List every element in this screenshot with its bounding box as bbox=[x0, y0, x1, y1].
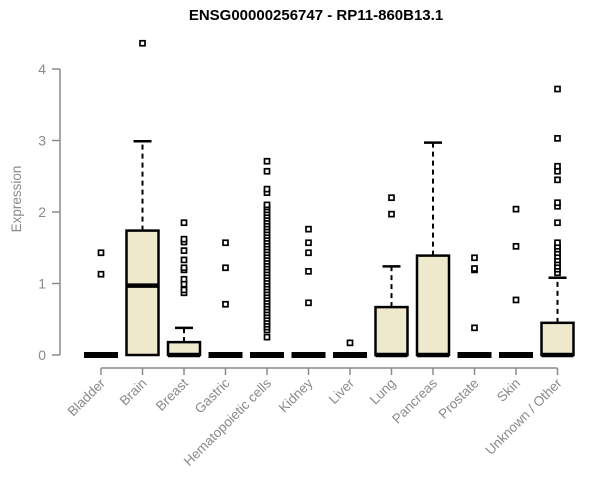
outlier-point-unknown-other bbox=[554, 176, 561, 184]
box-brain bbox=[125, 229, 160, 357]
box-lung bbox=[374, 305, 409, 357]
collapsed-box-hematopoietic-cells bbox=[250, 352, 284, 358]
outlier-point-gastric bbox=[222, 300, 229, 308]
outlier-point-hematopoietic-cells bbox=[263, 333, 271, 341]
y-tick-label: 2 bbox=[38, 204, 46, 220]
x-category-label-pancreas: Pancreas bbox=[389, 375, 440, 426]
outlier-point-bladder bbox=[97, 270, 105, 278]
outlier-point-unknown-other bbox=[554, 135, 561, 142]
x-category-label-bladder: Bladder bbox=[65, 375, 109, 419]
collapsed-box-gastric bbox=[208, 352, 243, 358]
x-category-label-unknown-other: Unknown / Other bbox=[482, 375, 565, 458]
outlier-point-prostate bbox=[471, 254, 478, 262]
outlier-point-breast bbox=[180, 219, 188, 227]
x-category-label-prostate: Prostate bbox=[435, 376, 481, 422]
x-category-label-brain: Brain bbox=[117, 376, 150, 409]
outlier-point-hematopoietic-cells bbox=[263, 185, 271, 193]
outlier-point-skin bbox=[512, 296, 520, 304]
box-pancreas bbox=[415, 254, 451, 357]
chart-title: ENSG00000256747 - RP11-860B13.1 bbox=[188, 7, 444, 24]
outlier-point-hematopoietic-cells bbox=[263, 167, 271, 175]
y-tick-label: 1 bbox=[38, 276, 46, 292]
x-category-label-lung: Lung bbox=[367, 376, 399, 408]
collapsed-box-prostate bbox=[457, 352, 492, 358]
outlier-point-breast bbox=[180, 247, 188, 254]
x-category-label-kidney: Kidney bbox=[276, 375, 316, 415]
outlier-point-unknown-other bbox=[554, 85, 561, 93]
outlier-point-kidney bbox=[305, 299, 312, 307]
x-category-label-skin: Skin bbox=[494, 376, 523, 405]
outlier-point-bladder bbox=[97, 249, 105, 257]
outlier-point-lung bbox=[388, 210, 395, 218]
outlier-point-breast bbox=[180, 286, 188, 294]
outlier-point-hematopoietic-cells bbox=[263, 201, 271, 209]
outlier-point-lung bbox=[388, 194, 395, 202]
outlier-point-skin bbox=[512, 242, 520, 250]
x-category-label-breast: Breast bbox=[153, 375, 191, 413]
outlier-point-kidney bbox=[305, 267, 312, 275]
outlier-point-kidney bbox=[305, 249, 312, 257]
outlier-point-breast bbox=[180, 264, 188, 272]
outlier-point-prostate bbox=[471, 324, 478, 332]
outlier-point-kidney bbox=[305, 225, 312, 233]
outlier-point-breast bbox=[180, 256, 188, 264]
y-tick-label: 3 bbox=[38, 133, 46, 149]
box-unknown-other bbox=[540, 321, 575, 357]
outlier-point-kidney bbox=[305, 239, 312, 247]
outlier-point-unknown-other bbox=[554, 199, 561, 207]
y-tick-label: 0 bbox=[38, 347, 46, 363]
outlier-point-breast bbox=[180, 275, 188, 283]
outlier-point-liver bbox=[346, 339, 354, 347]
x-category-label-liver: Liver bbox=[326, 375, 358, 407]
outlier-point-prostate bbox=[471, 265, 478, 272]
outlier-point-gastric bbox=[222, 264, 229, 272]
collapsed-box-bladder bbox=[84, 352, 118, 358]
outlier-point-unknown-other bbox=[554, 162, 561, 170]
y-tick-label: 4 bbox=[38, 61, 46, 77]
collapsed-box-liver bbox=[333, 352, 367, 358]
outlier-point-unknown-other bbox=[554, 239, 561, 247]
x-category-label-gastric: Gastric bbox=[192, 375, 233, 416]
collapsed-box-skin bbox=[499, 352, 533, 358]
outlier-point-skin bbox=[512, 205, 520, 213]
outlier-point-brain bbox=[139, 39, 146, 47]
outlier-point-unknown-other bbox=[554, 219, 561, 227]
outlier-point-hematopoietic-cells bbox=[263, 157, 271, 165]
outlier-point-gastric bbox=[222, 239, 229, 247]
outlier-point-breast bbox=[180, 235, 188, 243]
collapsed-box-kidney bbox=[291, 352, 326, 358]
